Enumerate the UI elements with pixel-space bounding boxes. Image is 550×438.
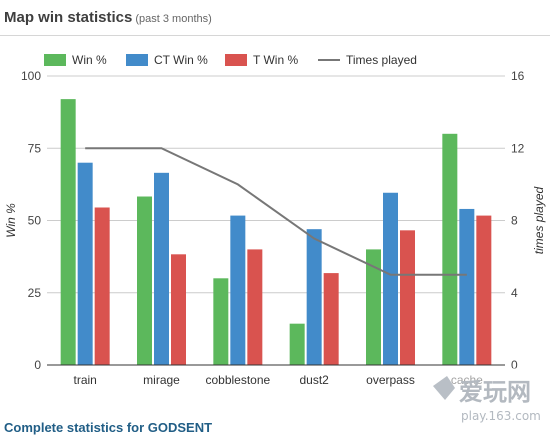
- map-win-chart: 0 25 50 75 100 0 4 8 12 16 Win % times played Win % C…: [4, 53, 546, 387]
- bar-t-win: [476, 215, 492, 365]
- x-tick-label: cobblestone: [205, 373, 270, 387]
- watermark-url: play.163.com: [461, 409, 541, 423]
- legend-swatch: [126, 54, 148, 66]
- y-left-tick-label: 50: [28, 214, 42, 228]
- y-right-axis-title: times played: [532, 186, 546, 254]
- x-tick-label: overpass: [366, 373, 415, 387]
- legend-label: Times played: [346, 53, 417, 67]
- bar-win: [60, 99, 76, 365]
- x-tick-label: mirage: [143, 373, 180, 387]
- legend-label: T Win %: [253, 53, 298, 67]
- bar-win: [289, 323, 305, 365]
- bar-win: [442, 133, 458, 365]
- bar-t-win: [247, 249, 263, 365]
- watermark-brand: 爱玩网: [459, 378, 531, 406]
- y-right-tick-label: 4: [511, 286, 518, 300]
- x-tick-label: dust2: [299, 373, 329, 387]
- y-left-tick-label: 75: [28, 141, 42, 155]
- bar-t-win: [400, 230, 415, 365]
- y-right-tick-label: 0: [511, 358, 518, 372]
- legend-swatch: [225, 54, 247, 66]
- panel-title: Map win statistics (past 3 months): [4, 9, 212, 26]
- y-left-tick-label: 0: [34, 358, 41, 372]
- bar-win: [137, 196, 152, 365]
- y-right-tick-label: 16: [511, 69, 525, 83]
- watermark-swirl-icon: [433, 376, 455, 400]
- x-tick-label: train: [73, 373, 96, 387]
- panel-header: Map win statistics (past 3 months): [0, 0, 550, 36]
- bar-t-win: [323, 273, 339, 365]
- bar-ct-win: [306, 229, 322, 365]
- bar-win: [213, 278, 229, 365]
- bar-win: [366, 249, 381, 365]
- y-left-tick-label: 25: [28, 286, 42, 300]
- bar-ct-win: [459, 208, 475, 365]
- bar-t-win: [171, 254, 186, 365]
- y-left-tick-label: 100: [21, 69, 41, 83]
- legend-label: Win %: [72, 53, 107, 67]
- y-right-tick-label: 8: [511, 214, 518, 228]
- bar-ct-win: [77, 162, 93, 365]
- bar-ct-win: [154, 172, 169, 365]
- title-subtitle: (past 3 months): [135, 13, 212, 25]
- bar-ct-win: [230, 215, 246, 365]
- header-divider: [0, 35, 550, 36]
- y-right-tick-label: 12: [511, 141, 525, 155]
- title-text: Map win statistics: [4, 9, 133, 26]
- watermark-logo: 爱玩网 play.163.com: [425, 368, 547, 432]
- legend-label: CT Win %: [154, 53, 208, 67]
- complete-statistics-link[interactable]: Complete statistics for GODSENT: [4, 420, 213, 435]
- y-left-axis-title: Win %: [4, 203, 18, 238]
- times-played-line: [85, 147, 467, 276]
- bar-ct-win: [383, 192, 398, 365]
- bar-t-win: [94, 207, 110, 365]
- legend-swatch: [44, 54, 66, 66]
